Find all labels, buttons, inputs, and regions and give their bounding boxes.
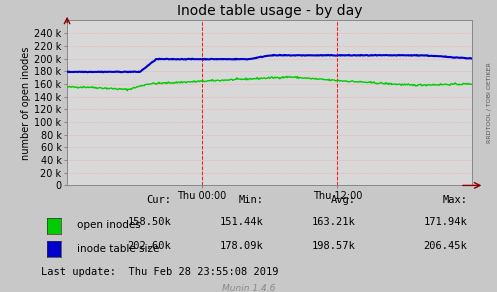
Text: 198.57k: 198.57k (312, 241, 355, 251)
Y-axis label: number of open inodes: number of open inodes (21, 46, 31, 160)
Text: RRDTOOL / TOBI OETIKER: RRDTOOL / TOBI OETIKER (486, 62, 491, 142)
Text: Last update:  Thu Feb 28 23:55:08 2019: Last update: Thu Feb 28 23:55:08 2019 (41, 267, 278, 277)
Text: Max:: Max: (442, 195, 467, 205)
Text: inode table size: inode table size (77, 244, 160, 254)
Title: Inode table usage - by day: Inode table usage - by day (177, 4, 362, 18)
Text: Avg:: Avg: (331, 195, 355, 205)
Text: 151.44k: 151.44k (220, 218, 263, 227)
Text: 202.60k: 202.60k (128, 241, 171, 251)
Text: 178.09k: 178.09k (220, 241, 263, 251)
Text: 171.94k: 171.94k (423, 218, 467, 227)
Text: 158.50k: 158.50k (128, 218, 171, 227)
Text: Munin 1.4.6: Munin 1.4.6 (222, 284, 275, 292)
Text: 206.45k: 206.45k (423, 241, 467, 251)
Text: 163.21k: 163.21k (312, 218, 355, 227)
Text: Min:: Min: (239, 195, 263, 205)
Text: Cur:: Cur: (147, 195, 171, 205)
Text: open inodes: open inodes (77, 220, 141, 230)
